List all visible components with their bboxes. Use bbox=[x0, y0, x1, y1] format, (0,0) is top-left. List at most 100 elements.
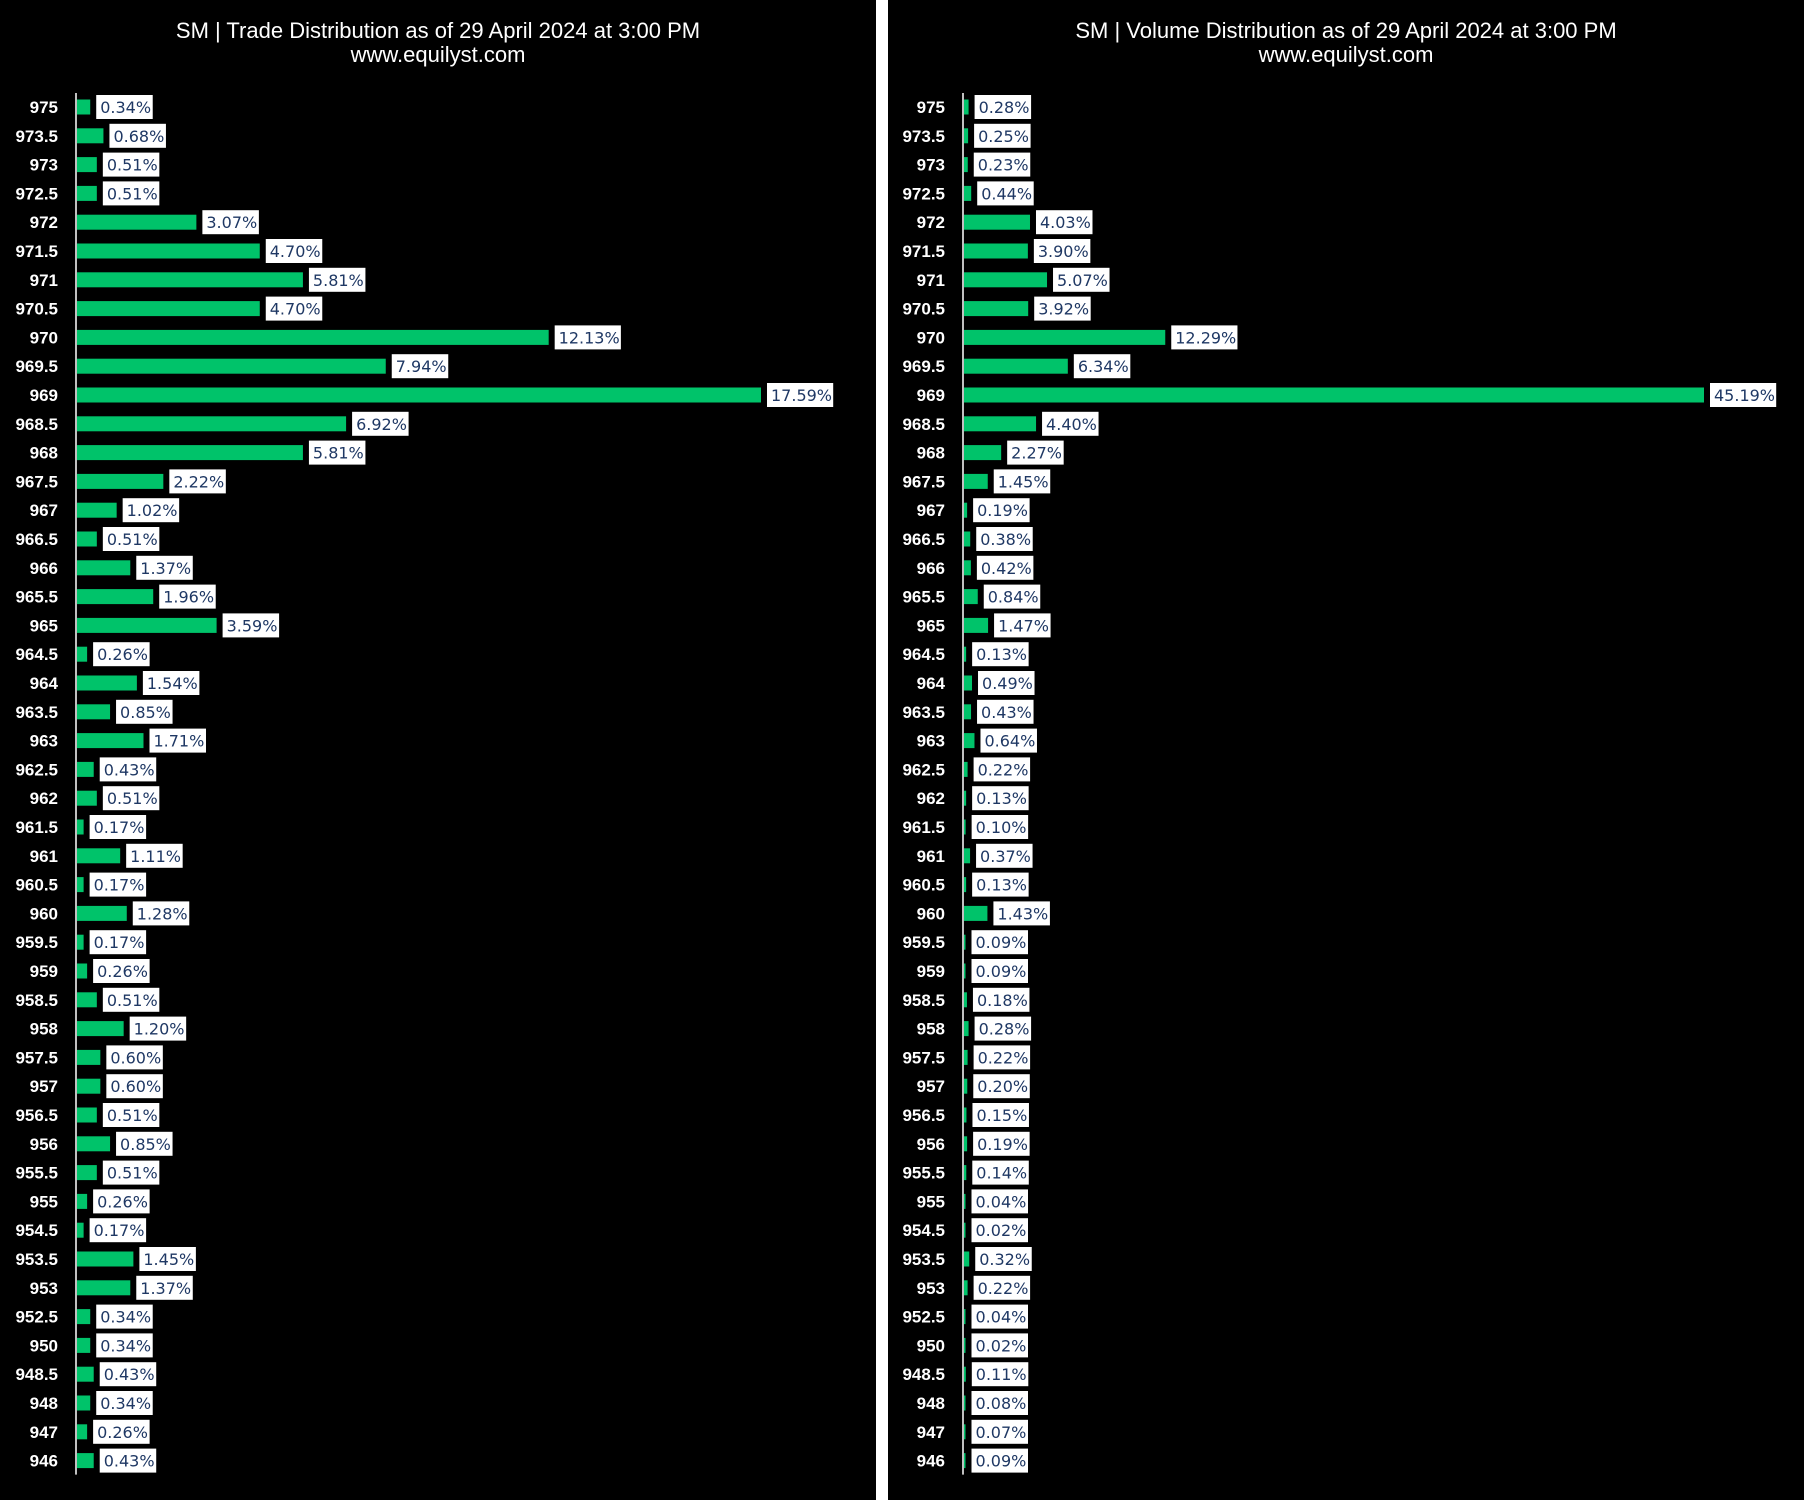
category-tick-label: 967.5 bbox=[15, 472, 58, 491]
data-label-box bbox=[93, 959, 150, 983]
data-label: 0.43% bbox=[104, 760, 155, 779]
data-label: 0.51% bbox=[107, 789, 158, 808]
data-label: 0.26% bbox=[97, 645, 148, 664]
chart-subtitle: www.equilyst.com bbox=[1258, 42, 1434, 67]
category-tick-label: 948 bbox=[917, 1394, 945, 1413]
data-label-box bbox=[1710, 383, 1777, 407]
bar bbox=[77, 185, 97, 201]
data-label-box bbox=[972, 872, 1029, 897]
category-tick-label: 957.5 bbox=[902, 1048, 945, 1067]
data-label: 0.17% bbox=[94, 818, 145, 837]
category-tick-label: 968.5 bbox=[15, 415, 58, 434]
data-label-box bbox=[142, 671, 200, 695]
data-label-box bbox=[102, 1160, 160, 1185]
data-label-box bbox=[972, 1103, 1029, 1127]
data-label: 5.07% bbox=[1057, 271, 1108, 290]
data-label: 4.70% bbox=[270, 242, 321, 261]
bar bbox=[964, 733, 975, 749]
data-label-box bbox=[106, 1045, 163, 1070]
category-tick-label: 962.5 bbox=[902, 760, 945, 779]
category-tick-label: 965.5 bbox=[15, 588, 58, 607]
bar bbox=[77, 761, 94, 777]
category-tick-label: 972 bbox=[30, 213, 58, 232]
data-label-box bbox=[159, 584, 216, 609]
bar bbox=[964, 1309, 966, 1325]
category-tick-label: 966 bbox=[30, 559, 58, 578]
data-label-box bbox=[1035, 210, 1093, 235]
data-label-box bbox=[116, 1131, 173, 1156]
data-label-box bbox=[971, 1419, 1028, 1444]
data-label-box bbox=[129, 1016, 187, 1041]
data-label-box bbox=[96, 1391, 153, 1415]
data-label: 1.71% bbox=[153, 732, 204, 751]
bar bbox=[964, 502, 968, 518]
data-label-box bbox=[106, 1074, 163, 1099]
bar bbox=[964, 99, 969, 115]
category-tick-label: 966 bbox=[917, 559, 945, 578]
data-label-box bbox=[971, 1189, 1028, 1214]
bar bbox=[77, 531, 97, 547]
data-label-box bbox=[96, 1333, 153, 1358]
category-tick-label: 971.5 bbox=[15, 242, 58, 261]
bar bbox=[77, 560, 131, 576]
bar bbox=[77, 502, 117, 518]
data-label-box bbox=[974, 1016, 1032, 1041]
data-label-box bbox=[978, 671, 1035, 695]
category-tick-label: 964 bbox=[917, 674, 946, 693]
bar bbox=[964, 416, 1037, 432]
bar bbox=[77, 819, 84, 835]
category-tick-label: 968 bbox=[30, 444, 58, 463]
bar bbox=[964, 128, 969, 144]
data-label-box bbox=[973, 1275, 1031, 1300]
bar bbox=[964, 531, 971, 547]
bar bbox=[77, 1165, 97, 1181]
category-tick-label: 963.5 bbox=[15, 703, 58, 722]
bar bbox=[964, 1453, 966, 1469]
bar bbox=[964, 185, 972, 201]
data-label: 0.09% bbox=[976, 962, 1027, 981]
category-tick-label: 959.5 bbox=[15, 933, 58, 952]
bar bbox=[964, 1078, 968, 1094]
category-tick-label: 969.5 bbox=[15, 357, 58, 376]
bar bbox=[77, 733, 144, 749]
data-label: 0.49% bbox=[982, 674, 1033, 693]
category-tick-label: 958.5 bbox=[902, 991, 945, 1010]
category-tick-label: 952.5 bbox=[902, 1308, 945, 1327]
data-label: 0.17% bbox=[94, 876, 145, 895]
bar bbox=[964, 1193, 966, 1209]
data-label: 0.04% bbox=[976, 1192, 1027, 1211]
bar bbox=[964, 1165, 967, 1181]
data-label: 0.15% bbox=[976, 1106, 1027, 1125]
bar bbox=[964, 1107, 967, 1123]
data-label: 0.34% bbox=[100, 1308, 151, 1327]
data-label: 0.42% bbox=[981, 559, 1032, 578]
category-tick-label: 955 bbox=[917, 1192, 945, 1211]
bar bbox=[77, 905, 127, 921]
data-label-box bbox=[96, 1304, 153, 1329]
bar bbox=[964, 1337, 966, 1353]
data-label-box bbox=[169, 469, 226, 494]
data-label: 0.04% bbox=[976, 1308, 1027, 1327]
bar bbox=[77, 1222, 84, 1238]
category-tick-label: 953.5 bbox=[902, 1250, 945, 1269]
bar bbox=[77, 848, 121, 864]
bar bbox=[964, 1021, 969, 1037]
bar bbox=[77, 1251, 134, 1267]
data-label: 17.59% bbox=[771, 386, 832, 405]
category-tick-label: 958 bbox=[30, 1020, 58, 1039]
bar bbox=[964, 790, 967, 806]
data-label: 0.02% bbox=[976, 1336, 1027, 1355]
bar bbox=[77, 416, 347, 432]
bar bbox=[964, 243, 1028, 259]
data-label: 12.13% bbox=[559, 328, 620, 347]
category-tick-label: 964.5 bbox=[902, 645, 945, 664]
bar bbox=[77, 877, 84, 893]
data-label: 6.34% bbox=[1078, 357, 1129, 376]
category-tick-label: 958 bbox=[917, 1020, 945, 1039]
data-label-box bbox=[973, 1045, 1031, 1070]
bar bbox=[964, 934, 966, 950]
category-tick-label: 957 bbox=[917, 1077, 945, 1096]
category-tick-label: 966.5 bbox=[902, 530, 945, 549]
category-tick-label: 968 bbox=[917, 444, 945, 463]
category-tick-label: 955 bbox=[30, 1192, 58, 1211]
